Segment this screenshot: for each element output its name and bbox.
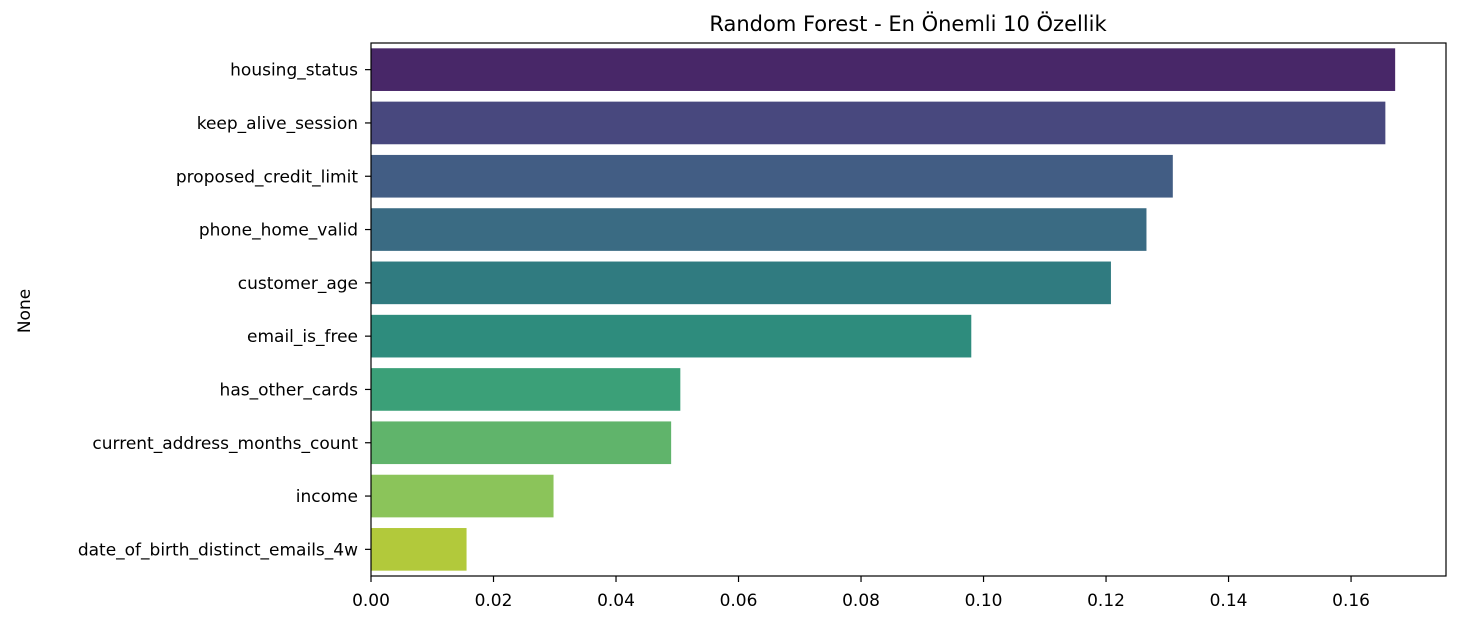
- y-tick-label-phone_home_valid: phone_home_valid: [199, 221, 358, 241]
- bar-date_of_birth_distinct_emails_4w: [371, 528, 467, 571]
- y-tick-label-current_address_months_count: current_address_months_count: [92, 434, 358, 454]
- x-tick-label: 0.12: [1087, 591, 1125, 611]
- bar-has_other_cards: [371, 368, 681, 411]
- y-axis-label: None: [15, 289, 35, 333]
- y-tick-label-email_is_free: email_is_free: [247, 327, 358, 347]
- x-tick-label: 0.04: [597, 591, 635, 611]
- bar-keep_alive_session: [371, 101, 1386, 145]
- y-tick-label-date_of_birth_distinct_emails_4w: date_of_birth_distinct_emails_4w: [78, 540, 358, 560]
- bars-group: [371, 48, 1396, 571]
- bar-phone_home_valid: [371, 208, 1147, 251]
- bar-housing_status: [371, 48, 1396, 91]
- bar-proposed_credit_limit: [371, 154, 1173, 198]
- bar-current_address_months_count: [371, 421, 672, 465]
- x-tick-label: 0.00: [352, 591, 390, 611]
- bar-email_is_free: [371, 314, 972, 358]
- y-tick-labels: housing_status keep_alive_session proposed…: [78, 61, 371, 560]
- x-tick-label: 0.14: [1210, 591, 1248, 611]
- x-tick-label: 0.16: [1332, 591, 1370, 611]
- y-tick-label-income: income: [296, 487, 358, 507]
- x-tick-label: 0.02: [475, 591, 513, 611]
- x-tick-label: 0.06: [720, 591, 758, 611]
- bar-income: [371, 474, 554, 518]
- x-ticks: 0.00 0.02 0.04 0.06 0.08 0.10 0.12 0.14 0.16: [352, 576, 1370, 611]
- chart-title: Random Forest - En Önemli 10 Özellik: [709, 11, 1107, 36]
- y-tick-label-keep_alive_session: keep_alive_session: [197, 114, 358, 134]
- y-tick-label-has_other_cards: has_other_cards: [220, 380, 359, 400]
- x-tick-label: 0.10: [965, 591, 1003, 611]
- x-tick-label: 0.08: [842, 591, 880, 611]
- bar-customer_age: [371, 261, 1111, 305]
- y-tick-label-proposed_credit_limit: proposed_credit_limit: [176, 167, 358, 187]
- plot-frame: [370, 42, 1447, 577]
- y-tick-label-housing_status: housing_status: [230, 61, 358, 81]
- y-tick-label-customer_age: customer_age: [238, 274, 358, 294]
